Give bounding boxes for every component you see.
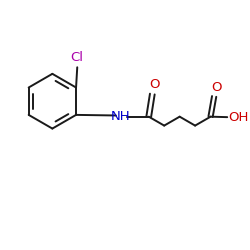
Text: O: O [150,78,160,91]
Text: O: O [211,80,222,94]
Text: OH: OH [228,111,249,124]
Text: Cl: Cl [71,52,84,64]
Text: NH: NH [110,110,130,123]
